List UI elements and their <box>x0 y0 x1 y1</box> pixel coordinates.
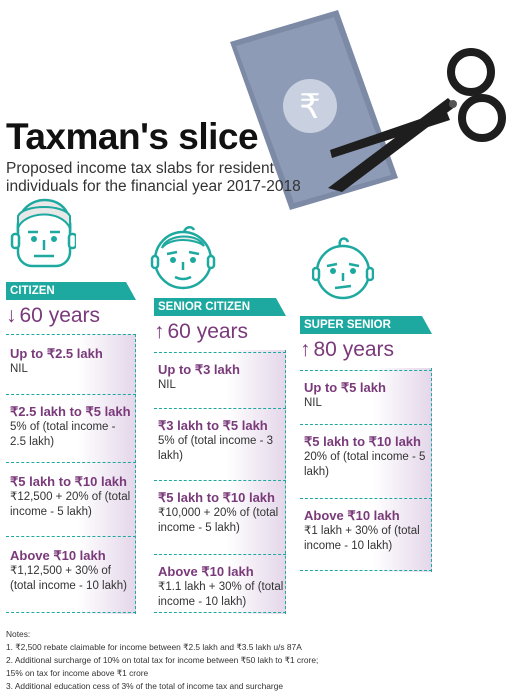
slab-item: Above ₹10 lakh ₹1.1 lakh + 30% of (total… <box>158 564 284 608</box>
up-arrow-icon: ↑ <box>154 320 165 343</box>
note-item: 15% on tax for income above ₹1 crore <box>6 668 149 678</box>
super-senior-citizen-face-icon <box>312 237 374 300</box>
super-senior-citizen-age-label: 80 years <box>313 338 395 361</box>
citizen-age-label: 60 years <box>19 304 101 327</box>
super-senior-citizen-panel <box>300 368 432 572</box>
banknote: ₹ <box>230 10 398 210</box>
slab-item: ₹5 lakh to ₹10 lakh ₹10,000 + 20% of (to… <box>158 490 279 534</box>
senior-citizen-age-label: 60 years <box>167 320 249 343</box>
slab-item: ₹2.5 lakh to ₹5 lakh 5% of (total income… <box>10 404 131 448</box>
note-item: 3. Additional education cess of 3% of th… <box>6 681 284 691</box>
slab-item: ₹5 lakh to ₹10 lakh 20% of (total income… <box>304 434 426 478</box>
scissors-icon <box>328 48 506 192</box>
rupee-icon: ₹ <box>299 87 321 127</box>
senior-citizen-tag: SENIOR CITIZEN <box>154 298 286 316</box>
rupee-coin <box>283 79 337 133</box>
senior-citizen-panel <box>154 350 286 614</box>
citizen-tag: CITIZEN <box>6 282 136 300</box>
senior-citizen-face-icon <box>150 226 216 290</box>
note-item: 2. Additional surcharge of 10% on total … <box>6 655 319 665</box>
slab-item: Up to ₹2.5 lakh NIL <box>10 346 103 375</box>
slab-item: Above ₹10 lakh ₹1 lakh + 30% of (total i… <box>304 508 420 552</box>
super-senior-citizen-column: SUPER SENIOR CITIZEN ↑ 80 years Up to ₹5 … <box>300 316 432 572</box>
citizen-age: ↓ 60 years <box>6 304 100 328</box>
down-arrow-icon: ↓ <box>6 304 17 327</box>
senior-citizen-column: SENIOR CITIZEN ↑ 60 years Up to ₹3 lakh N… <box>154 298 286 614</box>
slab-item: Up to ₹3 lakh NIL <box>158 362 240 391</box>
senior-citizen-age: ↑ 60 years <box>154 320 248 344</box>
up-arrow-icon: ↑ <box>300 338 311 361</box>
citizen-face-icon <box>10 198 76 268</box>
page-subtitle: Proposed income tax slabs for resident i… <box>6 160 301 195</box>
super-senior-citizen-age: ↑ 80 years <box>300 338 394 362</box>
slab-item: Above ₹10 lakh ₹1,12,500 + 30% of (total… <box>10 548 127 592</box>
page-title: Taxman's slice <box>6 116 259 157</box>
notes-heading: Notes: <box>6 629 31 639</box>
super-senior-citizen-tag: SUPER SENIOR CITIZEN <box>300 316 432 334</box>
slab-item: ₹5 lakh to ₹10 lakh ₹12,500 + 20% of (to… <box>10 474 131 518</box>
citizen-column: CITIZEN ↓ 60 years Up to ₹2.5 lakh NIL ₹2… <box>6 282 136 614</box>
slab-item: ₹3 lakh to ₹5 lakh 5% of (total income -… <box>158 418 274 462</box>
citizen-panel <box>6 334 136 614</box>
notes: Notes: 1. ₹2,500 rebate claimable for in… <box>6 628 518 693</box>
note-item: 1. ₹2,500 rebate claimable for income be… <box>6 642 302 652</box>
slab-item: Up to ₹5 lakh NIL <box>304 380 386 409</box>
banknote-scissors-illustration: ₹ <box>230 10 506 210</box>
